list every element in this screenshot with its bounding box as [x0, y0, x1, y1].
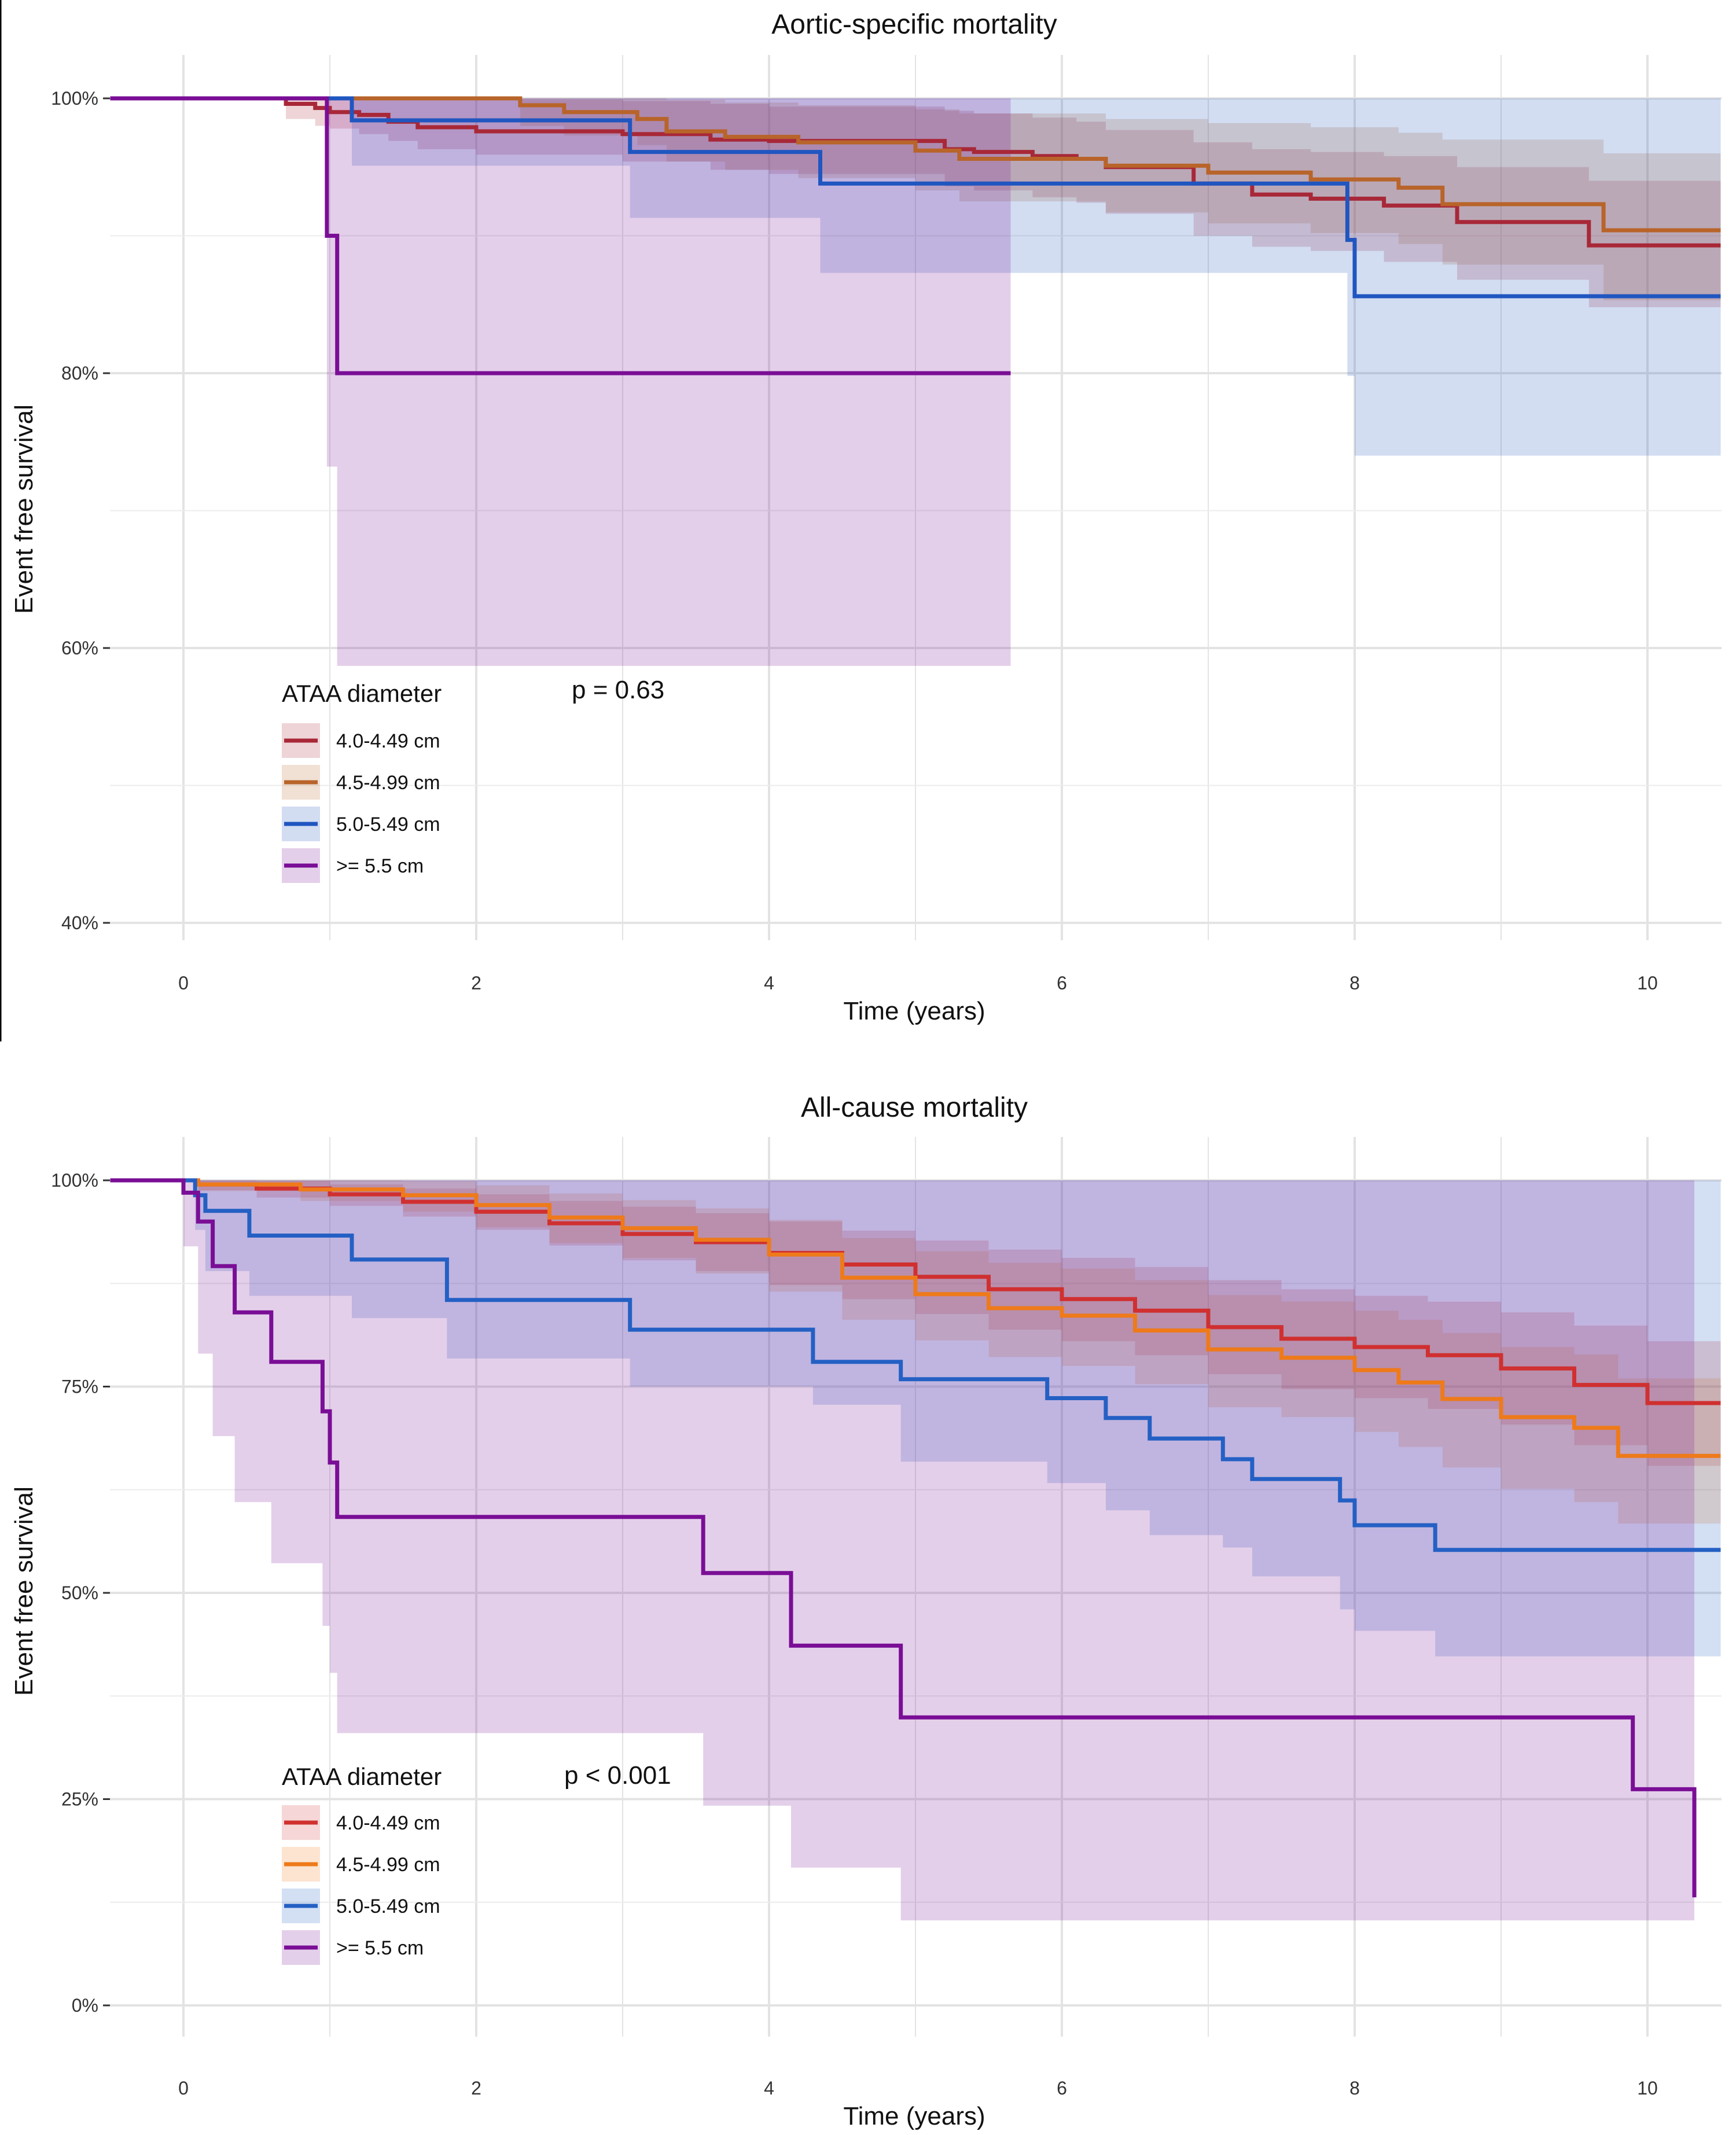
panel-all-cause-mortality: All-cause mortality 0% 25% 50% 75% 100% 0 2 4 6…	[10, 1092, 1722, 2130]
x-tick-label: 10	[1637, 973, 1658, 993]
x-tick-label: 4	[764, 973, 774, 993]
legend-label: 4.5-4.99 cm	[336, 772, 440, 794]
legend-label: >= 5.5 cm	[336, 855, 424, 877]
x-tick-label: 6	[1057, 2078, 1067, 2099]
panel-title: Aortic-specific mortality	[771, 9, 1057, 40]
legend-label: 4.5-4.99 cm	[336, 1854, 440, 1876]
survival-curve	[110, 96, 1721, 233]
legend-label: 5.0-5.49 cm	[336, 813, 440, 835]
x-tick-label: 8	[1349, 973, 1360, 993]
y-tick-label: 100%	[51, 1170, 98, 1191]
legend-title: ATAA diameter	[282, 680, 442, 707]
y-tick-label: 75%	[61, 1376, 98, 1397]
p-value: p < 0.001	[564, 1761, 671, 1790]
y-axis-ticks: 0% 25% 50% 75% 100%	[51, 1170, 110, 2016]
legend: ATAA diameter 4.0-4.49 cm 4.5-4.99 cm 5.0-…	[282, 1763, 442, 1965]
x-axis-title: Time (years)	[843, 997, 985, 1025]
x-axis-ticks: 0 2 4 6 8 10	[178, 2078, 1658, 2099]
survival-curves	[110, 96, 1721, 376]
p-value: p = 0.63	[572, 676, 664, 704]
x-tick-label: 8	[1349, 2078, 1360, 2099]
legend-label: 4.0-4.49 cm	[336, 730, 440, 752]
survival-curves	[110, 1178, 1721, 1898]
panel-title: All-cause mortality	[801, 1092, 1028, 1123]
x-tick-label: 6	[1057, 973, 1067, 993]
x-tick-label: 10	[1637, 2078, 1658, 2099]
y-tick-label: 40%	[61, 912, 98, 933]
survival-curve	[110, 96, 1721, 299]
x-tick-label: 0	[178, 973, 189, 993]
y-axis-ticks: 40% 60% 80% 100%	[51, 88, 110, 933]
legend-title: ATAA diameter	[282, 1763, 442, 1790]
survival-curve	[110, 1178, 1721, 1458]
y-axis-title: Event free survival	[10, 1486, 38, 1696]
grid	[110, 1137, 1722, 2037]
y-tick-label: 60%	[61, 638, 98, 658]
survival-curve	[110, 1178, 1697, 1898]
ci-band	[110, 98, 1721, 301]
x-tick-label: 2	[471, 973, 481, 993]
panel-aortic-specific-mortality: Aortic-specific mortality 40%60%80%100% …	[10, 9, 1722, 1025]
y-tick-label: 80%	[61, 363, 98, 384]
legend: ATAA diameter 4.0-4.49 cm 4.5-4.99 cm 5.0-…	[282, 680, 442, 883]
survival-curve	[110, 96, 1011, 376]
x-tick-label: 4	[764, 2078, 774, 2099]
legend-label: 4.0-4.49 cm	[336, 1812, 440, 1834]
ci-band	[110, 1180, 1721, 1524]
x-tick-label: 0	[178, 2078, 189, 2099]
y-tick-label: 50%	[61, 1582, 98, 1603]
legend-label: 5.0-5.49 cm	[336, 1895, 440, 1917]
y-tick-label: 25%	[61, 1789, 98, 1810]
survival-curve	[110, 96, 1721, 248]
x-tick-label: 2	[471, 2078, 481, 2099]
ci-band	[110, 1180, 1694, 1985]
grid	[110, 55, 1722, 940]
ci-band	[110, 98, 1721, 456]
ci-band	[110, 98, 1721, 307]
y-tick-label: 0%	[72, 1995, 98, 2016]
y-tick-label: 100%	[51, 88, 98, 109]
survival-curve	[110, 1178, 1721, 1552]
legend-label: >= 5.5 cm	[336, 1937, 424, 1959]
ci-band	[110, 1180, 1721, 1466]
x-axis-ticks: 0 2 4 6 8 10	[178, 973, 1658, 993]
y-axis-title: Event free survival	[10, 404, 38, 614]
x-axis-title: Time (years)	[843, 2102, 985, 2130]
